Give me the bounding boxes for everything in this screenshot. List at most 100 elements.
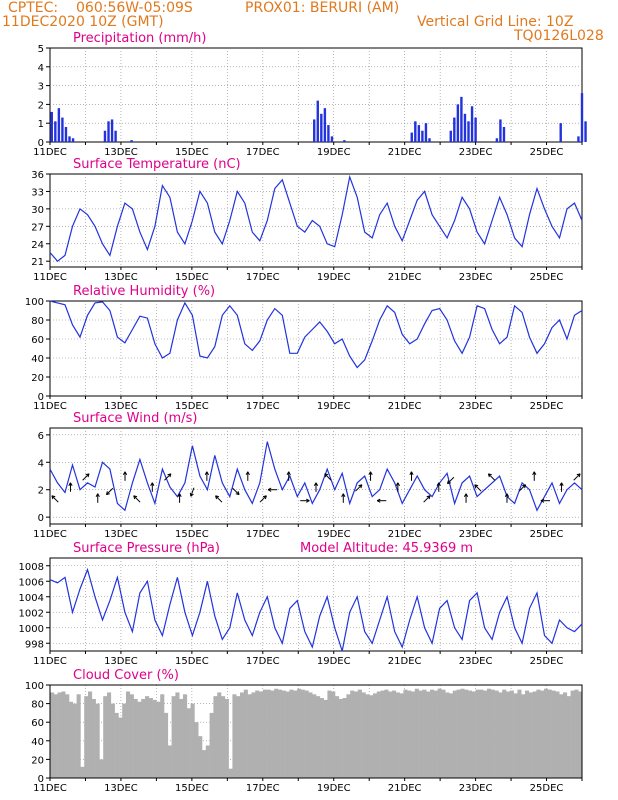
x-tick-label: 21DEC (388, 272, 422, 283)
precip-bar (580, 93, 584, 142)
cloud-cover-bar (460, 688, 465, 778)
cloud-cover-bar (513, 693, 518, 778)
x-tick-label: 25DEC (530, 656, 564, 667)
x-tick-label: 17DEC (246, 656, 280, 667)
cloud-cover-bar (228, 768, 233, 778)
cloud-cover-bar (365, 694, 370, 778)
panel-title: Precipitation (mm/h) (73, 31, 206, 46)
series-line (49, 174, 583, 263)
x-tick-label: 13DEC (104, 272, 138, 283)
x-tick-label: 25DEC (530, 783, 564, 794)
cloud-cover-bar (285, 691, 290, 778)
x-tick-label: 15DEC (175, 783, 209, 794)
wind-arrow-head (376, 498, 381, 502)
cloud-cover-bar (179, 698, 184, 778)
cloud-cover-bar (76, 694, 81, 778)
cloud-cover-bar (148, 698, 153, 778)
cloud-cover-bar (95, 703, 100, 778)
y-tick-label: 2 (38, 100, 44, 111)
cloud-cover-bar (559, 694, 564, 778)
wind-arrow (355, 484, 363, 492)
x-tick-label: 19DEC (317, 656, 351, 667)
precip-bar (103, 130, 107, 142)
x-tick-label: 19DEC (317, 401, 351, 412)
x-tick-label: 23DEC (459, 272, 493, 283)
y-tick-label: 5 (38, 44, 44, 55)
x-tick-label: 19DEC (317, 272, 351, 283)
cloud-cover-bar (221, 696, 226, 778)
cloud-cover-bar (114, 712, 119, 778)
cloud-cover-bar (502, 689, 507, 778)
wind-arrow-head (189, 492, 192, 497)
precip-bar (327, 125, 330, 142)
wind-arrow (474, 484, 482, 492)
x-tick-label: 11DEC (33, 147, 67, 158)
precip-bar (57, 108, 61, 142)
cloud-cover-bar (437, 688, 442, 778)
cloud-cover-bar (171, 696, 176, 778)
y-tick-label: 80 (31, 316, 44, 327)
cloud-cover-bar (194, 722, 199, 778)
wind-arrow-head (215, 495, 220, 498)
cloud-cover-bar (566, 696, 571, 778)
cloud-cover-bar (483, 690, 488, 778)
cloud-cover-bar (217, 692, 222, 778)
cloud-cover-bar (392, 690, 397, 778)
wind-arrow (488, 473, 496, 481)
wind-arrow-head (561, 482, 564, 487)
panel-frame (49, 47, 583, 143)
x-tick-label: 19DEC (317, 783, 351, 794)
cloud-cover-bar (312, 694, 317, 778)
y-tick-label: 1 (38, 119, 44, 130)
precip-bar (71, 138, 75, 142)
cloud-cover-bar (433, 690, 438, 778)
series-line (49, 567, 583, 652)
wind-arrow-head (179, 493, 182, 497)
wind-arrow-head (360, 484, 363, 489)
cloud-cover-bar (487, 688, 492, 778)
cloud-cover-bar (395, 692, 400, 778)
cloud-cover-bar (251, 692, 256, 778)
x-tick-label: 25DEC (530, 401, 564, 412)
wind-arrow-head (540, 498, 545, 502)
cloud-cover-bar (544, 688, 549, 778)
precip-bar (470, 106, 474, 142)
panel-title: Surface Wind (m/s) (73, 411, 197, 426)
wind-arrow (259, 495, 267, 503)
wind-arrow-head (315, 482, 319, 487)
cloud-cover-bar (464, 689, 469, 778)
cloud-cover-bar (278, 689, 283, 778)
x-tick-label: 21DEC (388, 656, 422, 667)
cloud-cover-bar (449, 693, 454, 778)
cloud-cover-bar (137, 701, 142, 778)
cloud-cover-bar (528, 692, 533, 778)
precip-bar (130, 140, 133, 142)
x-tick-label: 19DEC (317, 529, 351, 540)
cloud-cover-bar (262, 689, 267, 778)
wind-arrow (164, 473, 172, 481)
x-tick-label: 23DEC (459, 147, 493, 158)
cloud-cover-bar (490, 689, 495, 778)
cloud-cover-bar (289, 689, 294, 778)
precip-bar (502, 126, 506, 142)
y-tick-label: 4 (38, 63, 44, 74)
wind-arrow-head (151, 482, 155, 487)
precip-bar (495, 138, 499, 142)
cloud-cover-bar (414, 688, 419, 778)
precip-bar (323, 108, 327, 142)
cloud-cover-bar (209, 712, 214, 778)
wind-arrow-head (488, 473, 492, 476)
cloud-cover-bar (509, 690, 514, 778)
wind-arrow-head (235, 493, 240, 496)
cloud-cover-bar (145, 696, 150, 778)
wind-arrow (82, 473, 90, 481)
cloud-cover-bar (304, 690, 309, 778)
wind-arrow-head (524, 484, 527, 489)
wind-arrow-head (247, 471, 250, 476)
x-tick-label: 25DEC (530, 147, 564, 158)
cloud-cover-bar (335, 696, 340, 778)
cloud-cover-bar (202, 750, 207, 778)
cloud-cover-bar (494, 690, 499, 778)
x-tick-label: 25DEC (530, 272, 564, 283)
